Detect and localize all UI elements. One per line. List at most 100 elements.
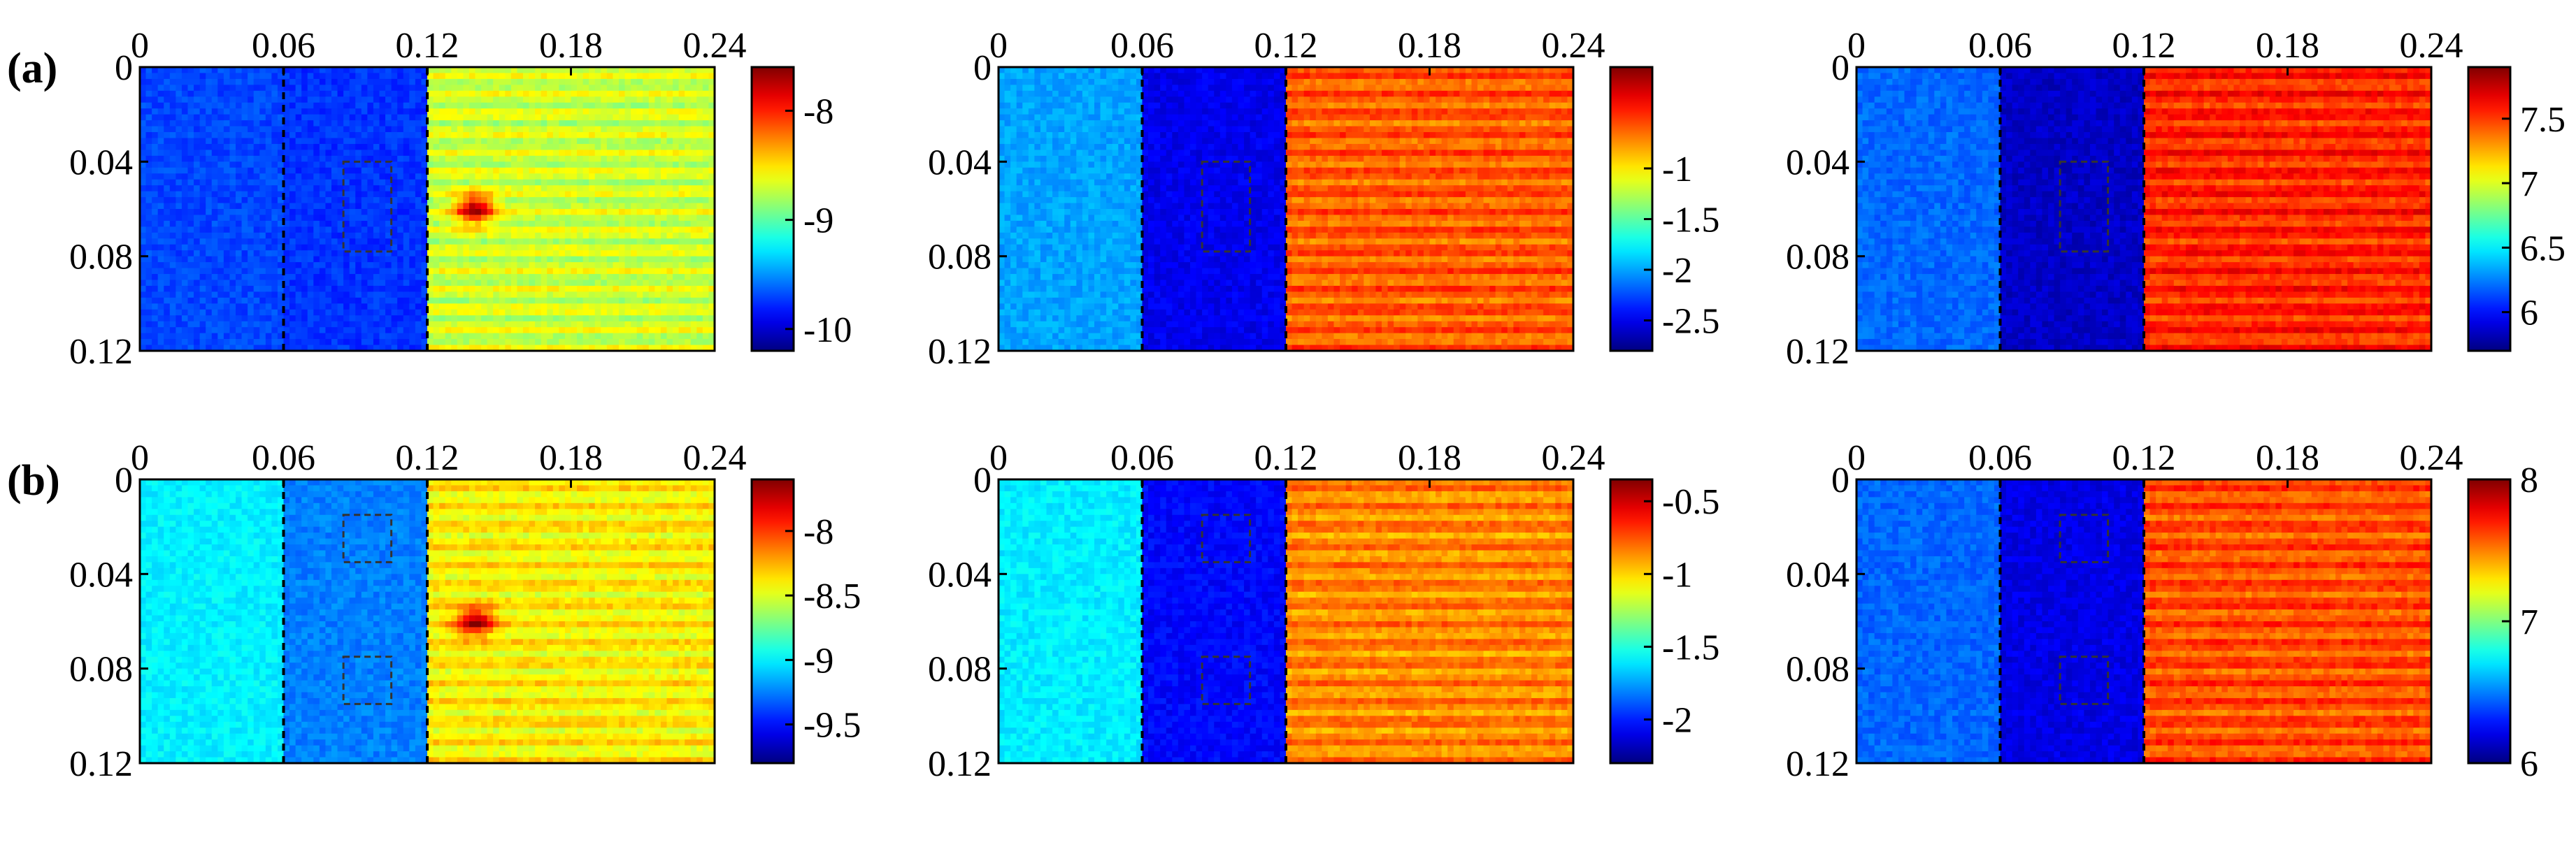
heatmap-cell (517, 215, 523, 221)
heatmap-cell (254, 91, 260, 97)
heatmap-cell (679, 321, 685, 328)
heatmap-cell (1034, 321, 1040, 328)
heatmap-cell (194, 321, 200, 328)
heatmap-cell (254, 238, 260, 245)
heatmap-cell (338, 310, 344, 316)
heatmap-cell (182, 327, 188, 333)
heatmap-cell (487, 215, 494, 221)
heatmap-cell (194, 203, 200, 210)
heatmap-cell (289, 256, 296, 263)
heatmap-cell (649, 126, 655, 133)
heatmap-cell (673, 245, 679, 251)
heatmap-cell (613, 185, 619, 191)
heatmap-cell (313, 85, 320, 91)
heatmap-cell (589, 245, 595, 251)
heatmap-cell (176, 79, 182, 85)
heatmap-cell (182, 298, 188, 304)
heatmap-cell (625, 161, 631, 168)
heatmap-cell (541, 315, 548, 321)
heatmap-cell (176, 180, 182, 186)
heatmap-cell (637, 315, 643, 321)
heatmap-cell (188, 144, 194, 150)
heatmap-cell (654, 115, 661, 121)
heatmap-cell (229, 256, 236, 263)
heatmap-cell (595, 132, 601, 138)
heatmap-cell (266, 85, 272, 91)
heatmap-cell (1017, 315, 1023, 321)
heatmap-cell (577, 256, 583, 263)
heatmap-cell (643, 298, 649, 304)
heatmap-cell (589, 191, 595, 198)
heatmap-cell (313, 286, 320, 292)
heatmap-cell (673, 256, 679, 263)
heatmap-cell (362, 173, 368, 180)
heatmap-cell (308, 103, 314, 109)
heatmap-cell (224, 303, 230, 310)
heatmap-cell (631, 250, 637, 256)
heatmap-cell (188, 274, 194, 280)
heatmap-cell (679, 180, 685, 186)
heatmap-cell (224, 79, 230, 85)
heatmap-cell (667, 274, 673, 280)
heatmap-cell (625, 173, 631, 180)
heatmap-cell (182, 286, 188, 292)
heatmap-cell (649, 339, 655, 345)
heatmap-cell (296, 262, 302, 268)
heatmap-cell (248, 197, 254, 203)
heatmap-cell (164, 262, 170, 268)
heatmap-cell (439, 226, 445, 233)
heatmap-cell (355, 327, 362, 333)
heatmap-cell (152, 291, 158, 298)
heatmap-cell (535, 262, 541, 268)
heatmap-cell (529, 221, 536, 227)
heatmap-cell (667, 291, 673, 298)
heatmap-cell (439, 138, 445, 145)
heatmap-cell (463, 250, 469, 256)
heatmap-cell (313, 132, 320, 138)
heatmap-cell (589, 286, 595, 292)
heatmap-cell (320, 291, 326, 298)
heatmap-cell (146, 298, 152, 304)
heatmap-cell (493, 185, 499, 191)
heatmap-cell (152, 144, 158, 150)
heatmap-cell (158, 256, 164, 263)
heatmap-cell (403, 233, 410, 239)
heatmap-cell (1010, 197, 1017, 203)
heatmap-cell (571, 333, 578, 340)
heatmap-cell (289, 298, 296, 304)
heatmap-cell (679, 250, 685, 256)
heatmap-cell (152, 191, 158, 198)
heatmap-cell (242, 197, 248, 203)
heatmap-cell (571, 233, 578, 239)
heatmap-cell (308, 79, 314, 85)
heatmap-cell (212, 215, 218, 221)
heatmap-cell (559, 85, 565, 91)
heatmap-cell (350, 108, 356, 115)
heatmap-cell (1022, 126, 1029, 133)
heatmap-cell (547, 262, 553, 268)
heatmap-cell (164, 108, 170, 115)
heatmap-cell (152, 132, 158, 138)
heatmap-cell (559, 156, 565, 162)
heatmap-cell (1029, 197, 1035, 203)
heatmap-cell (661, 85, 667, 91)
heatmap-cell (1005, 303, 1011, 310)
heatmap-cell (523, 303, 529, 310)
heatmap-cell (505, 108, 511, 115)
heatmap-cell (457, 180, 464, 186)
heatmap-cell (271, 221, 278, 227)
heatmap-cell (631, 310, 637, 316)
heatmap-cell (362, 238, 368, 245)
heatmap-cell (696, 161, 703, 168)
heatmap-cell (242, 245, 248, 251)
heatmap-cell (212, 91, 218, 97)
heatmap-cell (254, 79, 260, 85)
heatmap-cell (643, 73, 649, 79)
heatmap-cell (1022, 209, 1029, 215)
heatmap-cell (206, 203, 212, 210)
heatmap-cell (373, 73, 380, 79)
heatmap-cell (559, 315, 565, 321)
heatmap-cell (158, 96, 164, 103)
heatmap-cell (523, 215, 529, 221)
heatmap-cell (301, 108, 308, 115)
